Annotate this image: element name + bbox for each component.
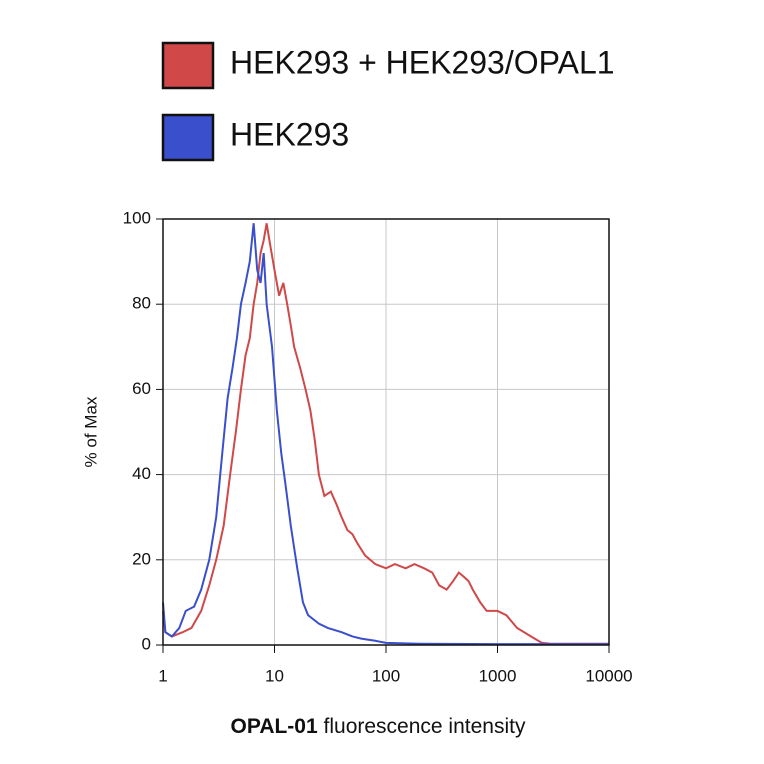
legend-swatch: [161, 41, 215, 90]
x-tick-label: 100: [372, 666, 400, 685]
plot-frame: [162, 218, 610, 646]
y-tick-label: 80: [132, 294, 151, 313]
x-tick-label: 1: [158, 666, 167, 685]
y-tick-label: 20: [132, 549, 151, 568]
series-line: [162, 223, 609, 645]
x-tick-label: 10000: [585, 666, 632, 685]
y-tick-label: 40: [132, 464, 151, 483]
x-axis-label-bold: OPAL-01: [231, 715, 318, 738]
y-tick-label: 0: [142, 634, 151, 653]
series-line: [162, 223, 609, 646]
y-axis-label: % of Max: [81, 396, 100, 467]
x-axis-label-text: fluorescence intensity: [324, 715, 526, 738]
x-axis-label: OPAL-01 fluorescence intensity: [231, 715, 526, 738]
y-tick-label: 100: [123, 208, 151, 227]
legend-label: HEK293: [230, 116, 349, 152]
legend-swatch: [161, 113, 215, 162]
legend-label: HEK293 + HEK293/OPAL1: [230, 44, 615, 80]
x-tick-label: 1000: [479, 666, 517, 685]
x-tick-label: 10: [265, 666, 284, 685]
y-tick-label: 60: [132, 379, 151, 398]
